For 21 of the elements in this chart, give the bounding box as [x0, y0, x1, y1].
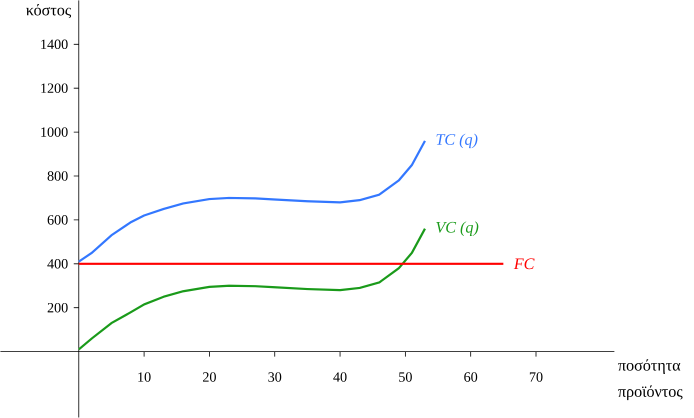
series-label: FC: [514, 258, 535, 270]
line-series: [78, 228, 426, 351]
x-tick-label: 10: [138, 372, 151, 382]
x-tick-label: 60: [464, 372, 478, 382]
x-tick-label: 20: [202, 372, 216, 382]
y-tick-label: 200: [48, 303, 68, 313]
y-tick-label: 1200: [41, 84, 68, 94]
y-tick-label: 400: [47, 259, 68, 269]
y-tick-label: 600: [48, 215, 68, 225]
x-axis-title: ποσότητα προϊόντος: [618, 359, 683, 400]
series-label: TC (q): [436, 134, 478, 148]
x-tick-label: 40: [333, 372, 347, 382]
x-tick-label: 50: [399, 372, 412, 382]
y-tick-label: 1400: [41, 40, 68, 50]
y-tick-label: 1000: [41, 127, 68, 137]
series-label: VC (q): [436, 221, 478, 236]
x-tick-label: 30: [268, 372, 282, 382]
y-tick-label: 800: [48, 171, 68, 181]
line-series: [78, 140, 426, 263]
y-axis-title: κόστος: [26, 4, 72, 18]
x-tick-label: 70: [530, 372, 543, 382]
